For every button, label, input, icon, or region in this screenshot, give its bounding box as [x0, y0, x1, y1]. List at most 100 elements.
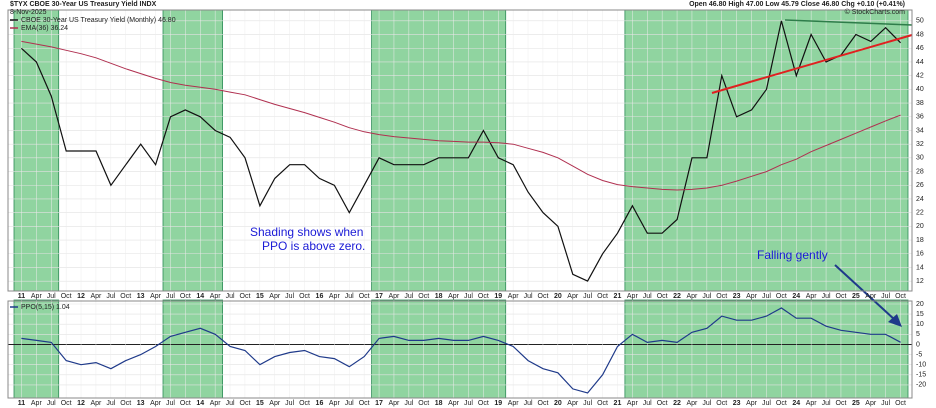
y-tick-label: -20: [916, 382, 926, 389]
x-tick-label: Oct: [240, 293, 251, 300]
trend-line: [711, 34, 913, 94]
y-tick-label: 12: [916, 278, 924, 285]
x-tick-label: Apr: [686, 400, 698, 407]
y-tick-label: 20: [916, 301, 924, 308]
x-tick-label: 13: [137, 293, 145, 300]
y-tick-label: 10: [916, 321, 924, 328]
panel-frame: [7, 300, 913, 399]
x-tick-label: Apr: [865, 293, 877, 300]
y-tick-label: 42: [916, 72, 924, 79]
x-tick-label: 17: [375, 293, 383, 300]
x-tick-label: Apr: [269, 293, 281, 300]
x-tick-label: Apr: [269, 400, 281, 407]
x-tick-label: Apr: [210, 400, 222, 407]
trend-line: [784, 19, 913, 26]
x-tick-label: Apr: [865, 400, 877, 407]
x-tick-label: Apr: [806, 293, 818, 300]
x-tick-label: 24: [792, 293, 800, 300]
y-tick-label: 38: [916, 100, 924, 107]
x-tick-label: 11: [18, 400, 26, 407]
x-tick-label: Oct: [538, 293, 549, 300]
ppo-shading: [162, 9, 223, 292]
x-tick-label: Jul: [643, 400, 652, 407]
legend-label: EMA(36) 36.24: [21, 25, 68, 32]
x-tick-label: 23: [733, 293, 741, 300]
x-tick-label: Oct: [240, 400, 251, 407]
y-tick-label: 48: [916, 31, 924, 38]
chart-title: $TYX CBOE 30-Year US Treasury Yield INDX: [10, 1, 157, 8]
x-tick-label: Jul: [524, 400, 533, 407]
y-tick-label: 22: [916, 209, 924, 216]
x-tick-label: Jul: [702, 400, 711, 407]
y-tick-label: 34: [916, 127, 924, 134]
x-tick-label: Oct: [597, 293, 608, 300]
y-tick-label: 32: [916, 141, 924, 148]
x-tick-label: Apr: [567, 293, 579, 300]
x-tick-label: 16: [316, 293, 324, 300]
series-line: [20, 20, 902, 282]
x-tick-label: 20: [554, 293, 562, 300]
quote: Open 46.80 High 47.00 Low 45.79 Close 46…: [689, 1, 905, 8]
x-tick-label: Oct: [478, 400, 489, 407]
x-tick-label: Apr: [746, 293, 758, 300]
y-tick-label: 15: [916, 311, 924, 318]
x-tick-label: 11: [18, 293, 26, 300]
x-tick-label: 18: [435, 400, 443, 407]
x-tick-label: Jul: [822, 293, 831, 300]
x-tick-label: Oct: [478, 293, 489, 300]
y-tick-label: 5: [916, 331, 920, 338]
y-tick-label: 16: [916, 251, 924, 258]
x-tick-label: Jul: [47, 400, 56, 407]
annotation: Shading shows when: [250, 225, 363, 239]
y-tick-label: -5: [916, 351, 922, 358]
x-tick-label: Jul: [345, 293, 354, 300]
x-tick-label: Oct: [716, 400, 727, 407]
x-tick-label: 18: [435, 293, 443, 300]
x-tick-label: Oct: [538, 400, 549, 407]
x-tick-label: Oct: [597, 400, 608, 407]
x-tick-label: Apr: [508, 293, 520, 300]
x-tick-label: Oct: [895, 293, 906, 300]
x-tick-label: Jul: [404, 293, 413, 300]
x-tick-label: 22: [673, 400, 681, 407]
y-tick-label: 0: [916, 341, 920, 348]
x-tick-label: Oct: [716, 293, 727, 300]
x-tick-label: Oct: [359, 400, 370, 407]
x-tick-label: Jul: [464, 293, 473, 300]
x-tick-label: 21: [614, 293, 622, 300]
x-tick-label: Jul: [285, 400, 294, 407]
x-tick-label: 25: [852, 293, 860, 300]
x-tick-label: Jul: [702, 293, 711, 300]
x-tick-label: Oct: [180, 400, 191, 407]
x-tick-label: 16: [316, 400, 324, 407]
x-tick-label: Apr: [448, 293, 460, 300]
x-tick-label: 14: [196, 293, 204, 300]
annotation: PPO is above zero.: [262, 239, 365, 253]
x-tick-label: Jul: [464, 400, 473, 407]
y-tick-label: 14: [916, 264, 924, 271]
x-tick-label: Jul: [345, 400, 354, 407]
x-tick-label: Oct: [120, 293, 131, 300]
x-tick-label: Jul: [106, 400, 115, 407]
x-tick-label: Jul: [404, 400, 413, 407]
x-tick-label: Apr: [150, 400, 162, 407]
x-tick-label: Apr: [806, 400, 818, 407]
y-tick-label: -10: [916, 362, 926, 369]
x-tick-label: Oct: [180, 293, 191, 300]
x-tick-label: Jul: [881, 293, 890, 300]
x-tick-label: Jul: [166, 400, 175, 407]
x-tick-label: Apr: [329, 293, 341, 300]
x-tick-label: Jul: [47, 293, 56, 300]
y-tick-label: 44: [916, 59, 924, 66]
y-tick-label: 36: [916, 114, 924, 121]
x-tick-label: Apr: [448, 400, 460, 407]
annotation: Falling gently: [757, 248, 828, 262]
x-tick-label: 12: [77, 293, 85, 300]
x-tick-label: 15: [256, 400, 264, 407]
x-tick-label: Jul: [226, 293, 235, 300]
x-tick-label: Oct: [359, 293, 370, 300]
x-tick-label: Apr: [150, 293, 162, 300]
x-tick-label: Apr: [31, 400, 43, 407]
x-tick-label: Jul: [762, 400, 771, 407]
y-tick-label: 40: [916, 86, 924, 93]
